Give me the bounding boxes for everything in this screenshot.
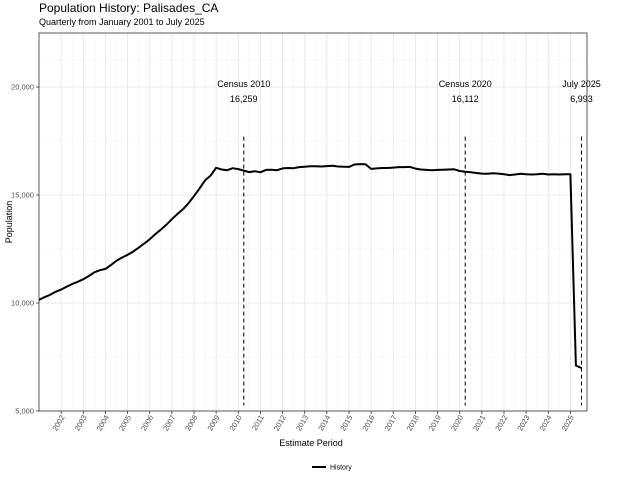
major-gridlines <box>39 33 587 412</box>
x-tick-label: 2009 <box>205 413 221 432</box>
plot-panel <box>38 32 588 412</box>
x-tick-label: 2017 <box>383 413 399 432</box>
x-tick-label: 2016 <box>360 413 376 432</box>
x-tick-label: 2013 <box>294 413 310 432</box>
x-tick-label: 2018 <box>405 413 421 432</box>
x-tick-label: 2003 <box>73 413 89 432</box>
y-tick-label: 20,000 <box>11 83 34 92</box>
y-tick-label: 15,000 <box>11 191 34 200</box>
x-tick-label: 2014 <box>316 413 332 432</box>
x-tick-label: 2005 <box>117 413 133 432</box>
reference-label: Census 2020 <box>439 79 492 89</box>
x-tick-label: 2021 <box>471 413 487 432</box>
y-axis-title: Population <box>4 201 14 244</box>
reference-value: 16,112 <box>452 94 479 104</box>
reference-value: 6,993 <box>570 94 593 104</box>
x-tick-label: 2007 <box>161 413 177 432</box>
x-tick-label: 2006 <box>139 413 155 432</box>
series-line-history <box>38 163 582 369</box>
reference-label: July 2025 <box>562 79 601 89</box>
x-tick-label: 2019 <box>427 413 443 432</box>
x-tick-label: 2010 <box>228 413 244 432</box>
chart-title: Population History: Palisades_CA <box>39 1 218 15</box>
x-tick-label: 2024 <box>538 413 554 432</box>
y-tick-label: 10,000 <box>11 299 34 308</box>
annotations: Census 2010 16,259 Census 2020 16,112 July 2… <box>217 79 600 104</box>
x-tick-label: 2002 <box>50 413 66 432</box>
x-tick-label: 2020 <box>449 413 465 432</box>
reference-lines <box>243 136 582 406</box>
x-tick-label: 2015 <box>338 413 354 432</box>
x-axis-title: Estimate Period <box>279 438 343 448</box>
reference-value: 16,259 <box>230 94 258 104</box>
x-tick-label: 2012 <box>272 413 288 432</box>
x-tick-label: 2004 <box>95 413 111 432</box>
x-tick-label: 2008 <box>183 413 199 432</box>
x-axis: 2002 2003 2004 2005 2006 2007 2008 2009 2010 2011… <box>50 411 576 432</box>
legend: History <box>312 465 352 472</box>
x-tick-label: 2025 <box>560 413 576 432</box>
chart-subtitle: Quarterly from January 2001 to July 2025 <box>39 17 205 27</box>
x-tick-label: 2023 <box>515 413 531 432</box>
y-axis: 5,000 10,000 15,000 20,000 <box>11 83 39 416</box>
reference-label: Census 2010 <box>217 79 270 89</box>
x-tick-label: 2022 <box>493 413 509 432</box>
minor-gridlines <box>39 33 587 411</box>
legend-label-history: History <box>330 465 352 472</box>
y-tick-label: 5,000 <box>15 407 34 416</box>
x-tick-label: 2011 <box>250 413 266 431</box>
